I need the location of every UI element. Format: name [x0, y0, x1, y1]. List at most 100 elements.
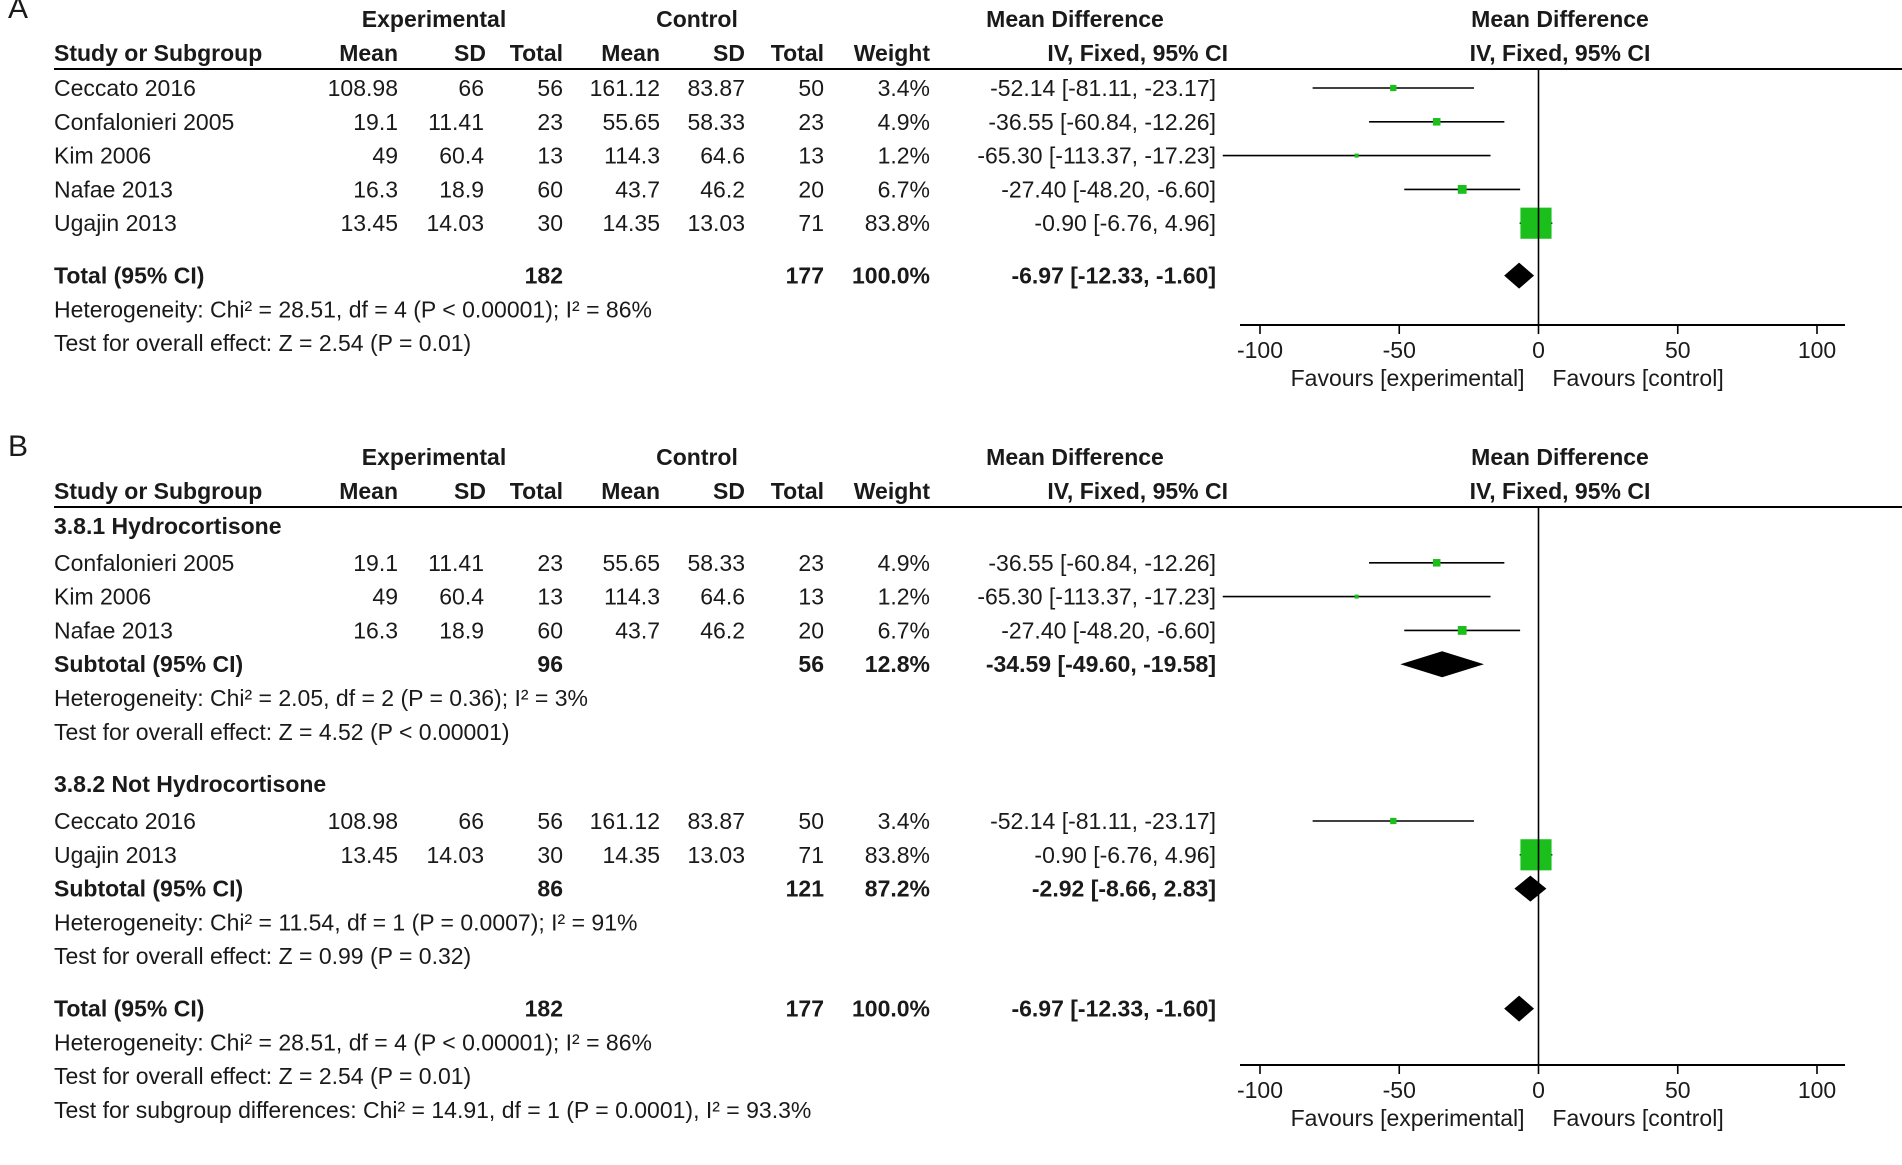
panel-B-body: 3.8.1 Hydrocortisone Confalonieri 2005 19.…	[54, 513, 1553, 1123]
control-mean: 114.3	[604, 143, 660, 169]
experimental-total: 13	[537, 143, 563, 169]
experimental-total: 96	[537, 651, 563, 677]
experimental-mean: 16.3	[353, 176, 398, 202]
total-diamond	[1504, 995, 1535, 1022]
experimental-total: 60	[537, 617, 563, 643]
control-group-header: Control	[656, 444, 738, 470]
ci-value: -65.30 [-113.37, -17.23]	[977, 143, 1216, 169]
weight-value: 87.2%	[865, 876, 930, 902]
control-sd: 46.2	[700, 617, 745, 643]
control-total: 50	[798, 808, 824, 834]
study-row-label: Ugajin 2013	[54, 210, 177, 236]
experimental-mean-header: Mean	[339, 478, 398, 504]
experimental-total: 56	[537, 75, 563, 101]
experimental-mean: 16.3	[353, 617, 398, 643]
subgroup-heading: 3.8.2 Not Hydrocortisone	[54, 771, 326, 797]
study-weight-square	[1390, 817, 1397, 825]
control-sd: 58.33	[687, 109, 745, 135]
control-total: 13	[798, 584, 824, 610]
control-total: 20	[798, 617, 824, 643]
control-sd: 13.03	[687, 210, 745, 236]
experimental-sd-header: SD	[454, 478, 486, 504]
study-row-label: Kim 2006	[54, 143, 151, 169]
experimental-sd: 60.4	[439, 143, 484, 169]
statistics-note: Test for overall effect: Z = 4.52 (P < 0…	[54, 719, 510, 745]
experimental-sd: 14.03	[426, 210, 484, 236]
experimental-total: 23	[537, 109, 563, 135]
study-weight-square	[1390, 84, 1397, 92]
ci-value: -36.55 [-60.84, -12.26]	[988, 550, 1216, 576]
experimental-sd: 18.9	[439, 176, 484, 202]
control-sd: 83.87	[687, 75, 745, 101]
study-row-label: Nafae 2013	[54, 617, 173, 643]
control-group-header: Control	[656, 6, 738, 32]
study-row-label: Confalonieri 2005	[54, 550, 234, 576]
experimental-total-header: Total	[510, 478, 563, 504]
ci-value: -6.97 [-12.33, -1.60]	[1011, 263, 1216, 289]
subgroup-heading: 3.8.1 Hydrocortisone	[54, 513, 282, 539]
panel-A-body: Ceccato 2016 108.98 66 56 161.12 83.87 50 3.4% -…	[54, 75, 1553, 356]
experimental-mean: 49	[372, 584, 398, 610]
control-sd-header: SD	[713, 40, 745, 66]
favours-control-label: Favours [control]	[1552, 1105, 1723, 1131]
experimental-mean: 108.98	[328, 808, 398, 834]
weight-value: 83.8%	[865, 842, 930, 868]
x-tick-label: -100	[1237, 337, 1283, 363]
control-sd: 64.6	[700, 584, 745, 610]
ci-value: -0.90 [-6.76, 4.96]	[1034, 842, 1216, 868]
x-tick-label: -50	[1383, 337, 1416, 363]
experimental-total: 23	[537, 550, 563, 576]
weight-value: 100.0%	[852, 996, 930, 1022]
statistics-note: Test for subgroup differences: Chi² = 14…	[54, 1097, 811, 1123]
favours-experimental-label: Favours [experimental]	[1291, 1105, 1525, 1131]
panel-A-header: A Experimental Control Mean Difference Mean …	[8, 0, 1902, 70]
experimental-sd-header: SD	[454, 40, 486, 66]
control-mean: 161.12	[590, 808, 660, 834]
statistics-note: Heterogeneity: Chi² = 28.51, df = 4 (P <…	[54, 1029, 652, 1055]
experimental-sd: 66	[458, 808, 484, 834]
subtotal-row-label: Subtotal (95% CI)	[54, 651, 243, 677]
total-row-label: Total (95% CI)	[54, 996, 204, 1022]
subtotal-diamond	[1400, 651, 1484, 678]
control-total: 50	[798, 75, 824, 101]
weight-value: 4.9%	[878, 109, 930, 135]
experimental-total: 56	[537, 808, 563, 834]
statistics-note: Test for overall effect: Z = 0.99 (P = 0…	[54, 943, 471, 969]
control-sd: 13.03	[687, 842, 745, 868]
experimental-sd: 60.4	[439, 584, 484, 610]
study-weight-square	[1520, 839, 1552, 871]
control-total: 71	[798, 210, 824, 236]
experimental-sd: 14.03	[426, 842, 484, 868]
panel-letter: B	[8, 430, 28, 463]
experimental-mean: 108.98	[328, 75, 398, 101]
study-row-label: Nafae 2013	[54, 176, 173, 202]
control-total: 177	[786, 263, 824, 289]
mean-difference-table-header: Mean Difference	[986, 6, 1164, 32]
ci-value: -36.55 [-60.84, -12.26]	[988, 109, 1216, 135]
x-tick-label: 0	[1532, 1077, 1545, 1103]
ci-value: -52.14 [-81.11, -23.17]	[990, 75, 1216, 101]
experimental-total: 60	[537, 176, 563, 202]
ci-method-header: IV, Fixed, 95% CI	[1047, 40, 1228, 66]
control-total: 56	[798, 651, 824, 677]
control-mean: 14.35	[602, 210, 660, 236]
weight-value: 100.0%	[852, 263, 930, 289]
experimental-mean: 49	[372, 143, 398, 169]
weight-value: 6.7%	[878, 617, 930, 643]
study-weight-square	[1354, 153, 1359, 158]
control-total: 20	[798, 176, 824, 202]
weight-value: 3.4%	[878, 75, 930, 101]
ci-value: -27.40 [-48.20, -6.60]	[1001, 617, 1216, 643]
ci-value: -0.90 [-6.76, 4.96]	[1034, 210, 1216, 236]
study-weight-square	[1457, 184, 1467, 194]
mean-difference-table-header: Mean Difference	[986, 444, 1164, 470]
statistics-note: Heterogeneity: Chi² = 2.05, df = 2 (P = …	[54, 685, 588, 711]
control-mean: 55.65	[602, 550, 660, 576]
experimental-total: 30	[537, 842, 563, 868]
subtotal-diamond	[1514, 875, 1547, 902]
ci-value: -6.97 [-12.33, -1.60]	[1011, 996, 1216, 1022]
study-column-header: Study or Subgroup	[54, 478, 262, 504]
control-mean-header: Mean	[601, 478, 660, 504]
ci-value: -65.30 [-113.37, -17.23]	[977, 584, 1216, 610]
